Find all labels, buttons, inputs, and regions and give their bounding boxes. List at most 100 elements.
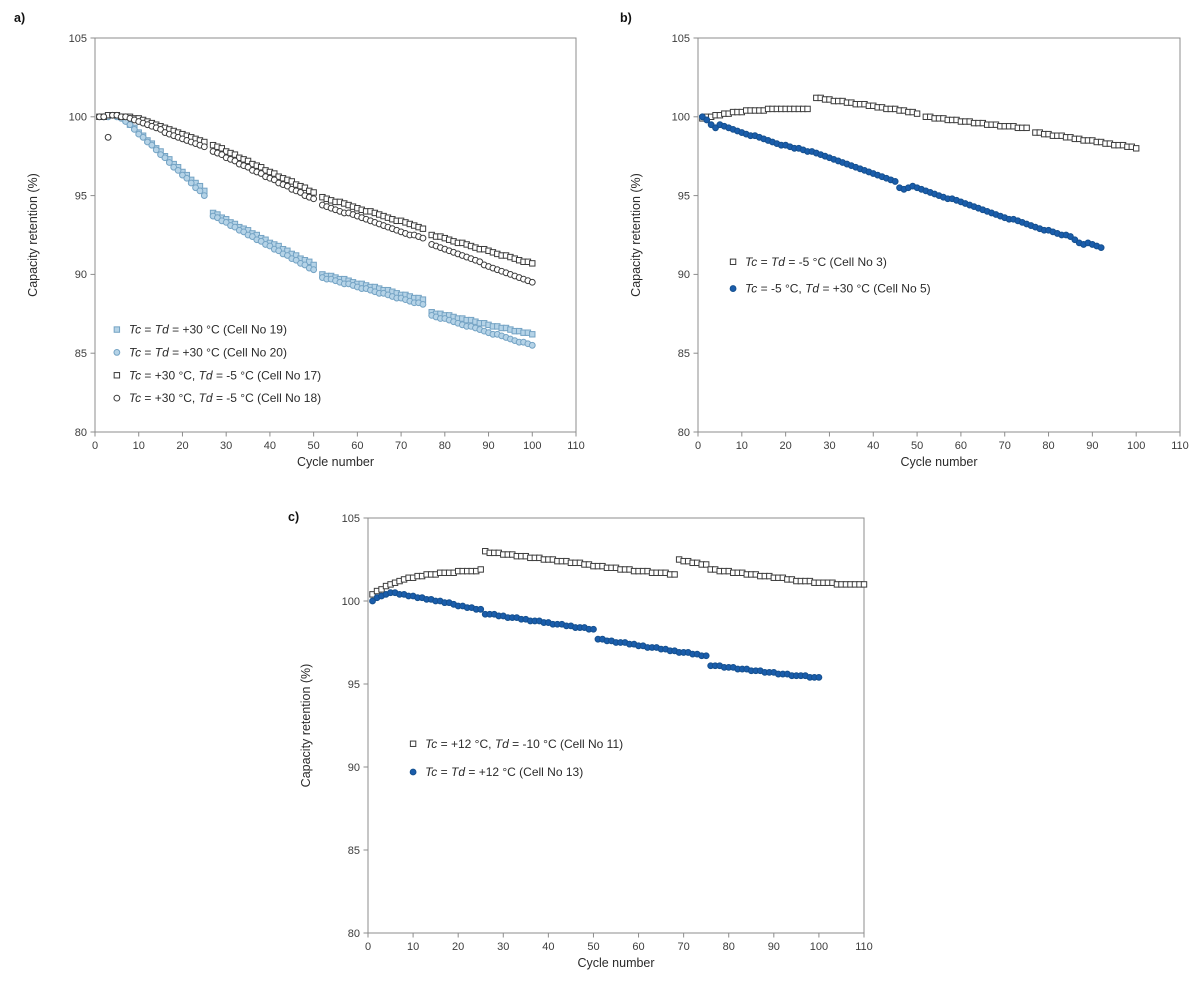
data-point <box>703 116 711 124</box>
y-tick-label: 90 <box>348 762 360 774</box>
data-point <box>100 113 108 121</box>
x-tick-label: 80 <box>723 941 735 953</box>
data-point <box>113 349 121 356</box>
series-2 <box>698 113 1105 252</box>
legend-label: Tc = Td = +30 °C (Cell No 20) <box>129 345 287 359</box>
y-tick-label: 80 <box>678 427 690 439</box>
series-1 <box>699 94 1140 152</box>
data-point <box>528 341 536 349</box>
panel-label-c: c) <box>288 510 300 524</box>
data-point <box>729 258 737 265</box>
x-tick-label: 30 <box>497 941 509 953</box>
tick-labels: 0 10 20 30 40 50 60 70 80 90 100 110 80 85 90 95 100 105 <box>342 513 873 953</box>
data-point <box>419 234 427 242</box>
data-point <box>671 571 678 578</box>
x-tick-label: 30 <box>823 440 835 452</box>
x-tick-label: 50 <box>308 440 320 452</box>
y-tick-label: 95 <box>348 679 360 691</box>
x-tick-label: 10 <box>736 440 748 452</box>
data-point <box>310 266 318 274</box>
chart-c: 0 10 20 30 40 50 60 70 80 90 100 110 80 85 90 95 100 105 C… <box>280 496 876 979</box>
data-point <box>528 278 536 286</box>
tick-labels: 0 10 20 30 40 50 60 70 80 90 100 110 80 85 90 95 100 105 <box>69 33 585 452</box>
series-1 <box>100 112 536 338</box>
y-tick-label: 95 <box>75 190 87 202</box>
data-point <box>860 581 868 588</box>
panel-c: c) 0 10 20 30 40 50 60 70 80 90 100 110 80 85 90 95 100 1… <box>280 496 876 974</box>
data-point <box>200 143 208 151</box>
data-point <box>183 174 191 182</box>
x-tick-label: 110 <box>1171 440 1189 452</box>
x-tick-label: 60 <box>351 440 363 452</box>
x-tick-label: 110 <box>567 440 585 452</box>
x-tick-label: 70 <box>678 941 690 953</box>
chart-canvas-b: 0 10 20 30 40 50 60 70 80 90 100 110 80 85 90 95 100 105 C… <box>629 33 1189 469</box>
x-tick-label: 20 <box>176 440 188 452</box>
data-point <box>419 300 427 308</box>
legend: Tc = +12 °C, Td = -10 °C (Cell No 11) Tc … <box>409 737 623 779</box>
x-tick-label: 40 <box>542 941 554 953</box>
data-point <box>139 133 147 141</box>
series-2 <box>369 589 823 681</box>
series-1 <box>369 548 868 598</box>
series-3 <box>96 112 536 267</box>
data-point <box>113 394 121 402</box>
y-tick-label: 80 <box>75 427 87 439</box>
y-tick-label: 100 <box>672 112 690 124</box>
data-point <box>891 178 899 185</box>
data-point <box>1023 124 1030 132</box>
y-tick-label: 105 <box>672 33 690 45</box>
data-point <box>369 597 376 605</box>
legend: Tc = Td = +30 °C (Cell No 19) Tc = Td = +… <box>113 323 321 405</box>
panel-b: b) 0 10 20 30 40 50 60 70 80 90 100 110 80 85 90 95 100 1… <box>616 8 1194 478</box>
y-tick-label: 80 <box>348 928 360 940</box>
data-point <box>187 179 195 187</box>
data-point <box>729 285 737 292</box>
x-tick-label: 0 <box>365 941 371 953</box>
y-tick-label: 85 <box>75 348 87 360</box>
x-tick-label: 100 <box>1127 440 1145 452</box>
legend-label: Tc = -5 °C, Td = +30 °C (Cell No 5) <box>745 282 931 296</box>
legend: Tc = Td = -5 °C (Cell No 3) Tc = -5 °C, T… <box>729 255 931 296</box>
chart-canvas-c: 0 10 20 30 40 50 60 70 80 90 100 110 80 85 90 95 100 105 C… <box>299 513 873 970</box>
data-point <box>174 166 182 174</box>
axis-frame <box>367 517 865 934</box>
data-point <box>702 561 710 568</box>
x-tick-label: 80 <box>439 440 451 452</box>
x-tick-label: 70 <box>395 440 407 452</box>
y-tick-label: 100 <box>342 596 360 608</box>
panel-label-b: b) <box>620 11 632 25</box>
data-point <box>1097 244 1105 252</box>
x-tick-label: 100 <box>810 941 828 953</box>
legend-label: Tc = +12 °C, Td = -10 °C (Cell No 11) <box>425 737 623 751</box>
axis-ticks <box>693 37 1181 437</box>
data-point <box>529 260 536 267</box>
data-point <box>590 625 597 633</box>
data-point <box>148 141 156 149</box>
data-point <box>200 192 208 200</box>
y-tick-label: 95 <box>678 190 690 202</box>
axis-frame <box>94 37 577 433</box>
y-tick-label: 85 <box>678 348 690 360</box>
x-tick-label: 0 <box>695 440 701 452</box>
data-point <box>126 121 134 129</box>
data-point <box>409 768 417 776</box>
series-4 <box>95 111 536 286</box>
data-point <box>477 566 484 573</box>
tick-labels: 0 10 20 30 40 50 60 70 80 90 100 110 80 85 90 95 100 105 <box>672 33 1189 452</box>
panel-a: a) 0 10 20 30 40 50 60 70 80 90 100 110 80 85 90 95 100 1… <box>10 8 590 478</box>
data-point <box>702 652 710 660</box>
data-point <box>104 133 112 141</box>
panel-label-a: a) <box>14 11 26 25</box>
data-point <box>378 586 385 593</box>
legend-label: Tc = +30 °C, Td = -5 °C (Cell No 17) <box>129 368 321 382</box>
chart-b: 0 10 20 30 40 50 60 70 80 90 100 110 80 85 90 95 100 105 C… <box>616 8 1194 483</box>
x-tick-label: 20 <box>452 941 464 953</box>
data-point <box>165 159 173 166</box>
data-point <box>152 146 160 154</box>
y-tick-label: 105 <box>342 513 360 525</box>
data-point <box>409 740 417 747</box>
data-point <box>113 326 121 333</box>
y-tick-label: 105 <box>69 33 87 45</box>
x-axis-label: Cycle number <box>297 455 374 469</box>
